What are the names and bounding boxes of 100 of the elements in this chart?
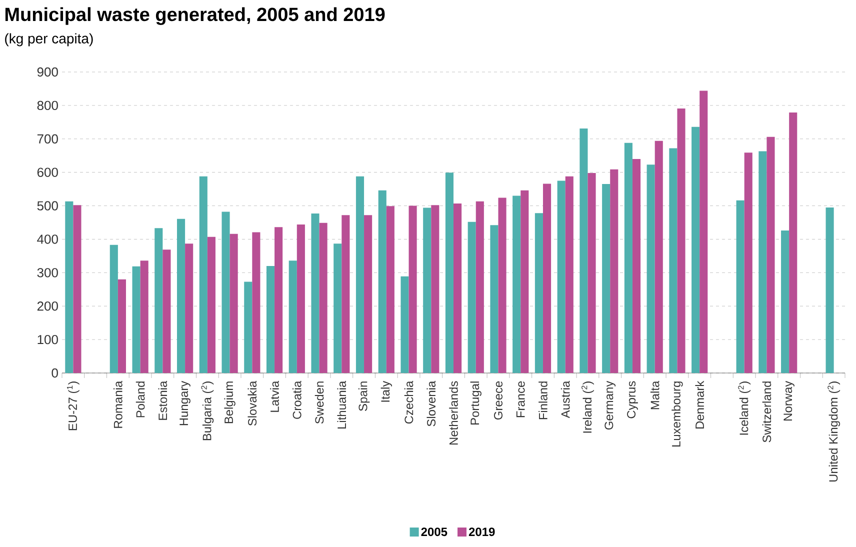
- bar: [445, 172, 454, 373]
- bar: [154, 228, 163, 373]
- bar: [654, 140, 663, 373]
- x-tick-label: Slovakia: [248, 380, 257, 426]
- bar: [132, 266, 140, 373]
- bar: [557, 180, 566, 373]
- x-tick-label: Austria: [560, 380, 570, 418]
- x-tick-label: Ireland ($^{2}$): [582, 382, 594, 433]
- x-tick-label: Netherlands: [449, 381, 458, 445]
- bar: [632, 158, 641, 373]
- bar: [65, 201, 74, 373]
- bar: [588, 173, 596, 373]
- bar: [296, 224, 305, 373]
- x-tick-label: France: [516, 381, 525, 418]
- bar: [512, 196, 521, 373]
- x-tick-label: Denmark: [695, 380, 704, 428]
- y-tick-label: 600: [37, 168, 58, 177]
- x-tick-label: Hungary: [180, 380, 190, 426]
- bar: [624, 142, 632, 373]
- x-tick-label: Greece: [494, 381, 502, 420]
- x-tick-label: Norway: [784, 380, 794, 420]
- bar: [311, 213, 320, 373]
- bar: [319, 222, 328, 373]
- legend-label: 2019: [468, 528, 495, 536]
- bar: [230, 234, 238, 373]
- bar: [490, 225, 498, 373]
- y-tick-label: 800: [37, 100, 58, 110]
- bar: [222, 212, 230, 373]
- bar: [565, 176, 574, 373]
- x-tick-label: Czechia: [404, 380, 414, 424]
- bar: [185, 244, 194, 373]
- y-tick-label: 400: [37, 234, 58, 244]
- x-tick-label: Bulgaria ($^{2}$): [201, 382, 214, 440]
- x-tick-label: Finland: [538, 382, 548, 420]
- bar: [498, 198, 506, 373]
- bar: [758, 151, 767, 373]
- x-tick-label: Iceland ($^{2}$): [738, 382, 751, 435]
- bar: [781, 230, 790, 373]
- bar: [610, 169, 618, 373]
- bar: [534, 213, 543, 373]
- bar: [252, 232, 260, 373]
- y-tick-label: 700: [37, 134, 58, 144]
- bar: [162, 250, 171, 373]
- x-tick-label: United Kingdom ($^{2}$): [828, 382, 840, 482]
- bar: [288, 260, 297, 373]
- bar: [580, 128, 588, 373]
- x-tick-label: Belgium: [224, 382, 236, 424]
- x-tick-label: Poland: [136, 382, 145, 418]
- bar: [118, 279, 126, 373]
- y-tick-label: 300: [37, 268, 58, 278]
- bar: [266, 266, 275, 373]
- y-tick-label: 0: [52, 368, 58, 378]
- bar: [423, 208, 432, 373]
- bar: [766, 136, 775, 373]
- bar: [454, 203, 462, 373]
- bar: [744, 152, 752, 373]
- chart-title: Municipal waste generated, 2005 and 2019: [5, 7, 385, 25]
- x-tick-label: Malta: [650, 380, 660, 410]
- bar: [176, 218, 186, 373]
- bar: [431, 205, 440, 373]
- bar: [244, 282, 252, 373]
- bar: [378, 190, 386, 373]
- legend-label: 2005: [421, 528, 448, 536]
- bar: [476, 201, 484, 373]
- bar: [199, 176, 208, 373]
- x-tick-label: Estonia: [158, 380, 168, 420]
- bar: [669, 148, 678, 373]
- x-tick-label: Switzerland: [762, 382, 772, 442]
- y-tick-label: 200: [37, 302, 58, 311]
- bar: [386, 206, 394, 373]
- bar: [356, 176, 364, 373]
- y-tick-label: 100: [38, 334, 58, 344]
- x-tick-label: Latvia: [270, 380, 279, 412]
- x-tick-label: Lithuania: [337, 380, 346, 429]
- bar: [700, 90, 708, 373]
- bar: [602, 184, 610, 373]
- bar: [334, 244, 342, 373]
- bar: [364, 215, 372, 373]
- x-tick-label: Cyprus: [627, 381, 638, 418]
- bar: [826, 207, 834, 373]
- x-tick-label: Portugal: [470, 382, 482, 425]
- x-tick-label: Croatia: [292, 380, 302, 419]
- y-tick-label: 500: [37, 201, 58, 210]
- x-tick-label: EU-27 ($^{1}$): [67, 382, 80, 430]
- bar: [274, 227, 283, 373]
- bar: [73, 205, 82, 373]
- bar: [400, 276, 409, 373]
- bar: [520, 190, 529, 373]
- bar: [468, 222, 476, 373]
- x-tick-label: Spain: [358, 382, 370, 411]
- x-tick-label: Slovenia: [426, 380, 436, 426]
- bar: [646, 164, 655, 373]
- bar: [140, 260, 148, 373]
- x-tick-label: Sweden: [314, 382, 324, 424]
- bar: [789, 112, 798, 373]
- bar: [692, 126, 700, 373]
- bar: [110, 244, 118, 373]
- bar: [207, 236, 216, 373]
- x-tick-label: Romania: [114, 380, 122, 428]
- y-tick-label: 900: [37, 67, 58, 77]
